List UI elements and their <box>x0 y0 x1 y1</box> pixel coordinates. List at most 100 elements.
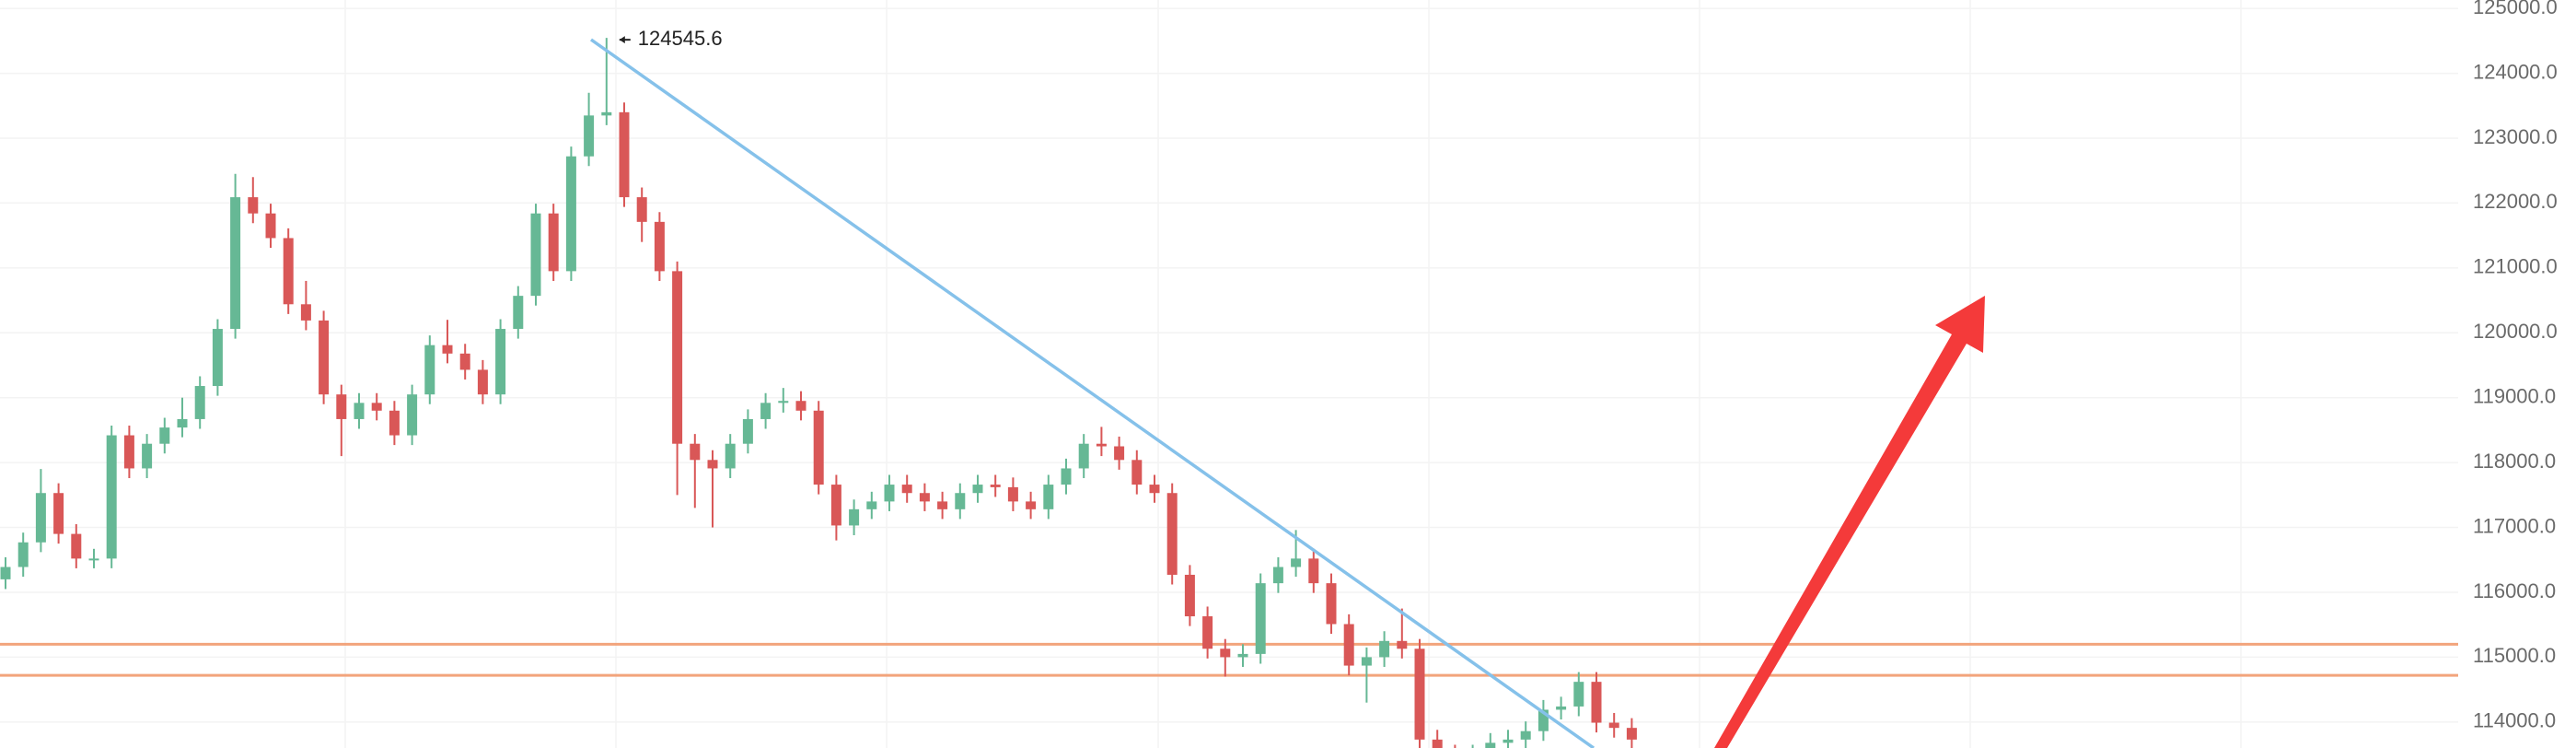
candle-body <box>813 410 824 485</box>
candle-body <box>636 197 647 222</box>
candle-body <box>1007 486 1018 502</box>
candle-body <box>407 394 418 436</box>
y-tick-label: 121000.0 <box>2473 255 2558 278</box>
candle-body <box>1291 558 1302 567</box>
candle-body <box>884 485 895 502</box>
candle-body <box>1237 653 1248 658</box>
candle-body <box>513 296 524 330</box>
candle-body <box>71 533 82 559</box>
candle-body <box>990 485 1001 487</box>
candle-body <box>1131 460 1143 485</box>
candle-body <box>336 394 347 419</box>
candle-body <box>371 403 382 411</box>
candle-body <box>1573 682 1584 707</box>
y-tick-label: 116000.0 <box>2473 579 2556 602</box>
candle-body <box>459 353 470 370</box>
candle-body <box>1397 640 1408 649</box>
candle-body <box>548 213 559 272</box>
candle-body <box>725 443 736 469</box>
candle-body <box>389 410 400 436</box>
candle-body <box>1432 739 1443 748</box>
grid <box>0 7 2458 723</box>
candle-body <box>795 401 806 411</box>
candle-body <box>1326 583 1337 625</box>
y-tick-label: 125000.0 <box>2473 0 2558 18</box>
candle-body <box>319 320 330 395</box>
y-tick-label: 123000.0 <box>2473 125 2558 148</box>
candle-body <box>866 501 877 509</box>
candle-body <box>1043 485 1054 509</box>
candles <box>0 38 1637 748</box>
candle-body <box>1485 742 1496 748</box>
candle-body <box>1343 624 1354 666</box>
candle-body <box>937 501 948 509</box>
candle-body <box>707 460 718 469</box>
candle-body <box>955 493 966 509</box>
candle-body <box>265 213 276 239</box>
candle-body <box>1202 616 1213 649</box>
candle-body <box>1608 722 1619 729</box>
candle-body <box>654 221 665 272</box>
y-tick-label: 119000.0 <box>2473 385 2556 408</box>
candle-body <box>584 115 595 157</box>
candle-body <box>565 156 576 272</box>
candle-body <box>300 304 311 321</box>
candle-body <box>1591 682 1602 723</box>
candle-body <box>1308 558 1319 584</box>
y-tick-label: 115000.0 <box>2473 644 2556 667</box>
candle-body <box>106 435 117 559</box>
annotation-arrowhead <box>619 36 625 44</box>
candle-body <box>1503 739 1514 743</box>
candle-body <box>1026 501 1037 509</box>
candle-body <box>159 427 170 444</box>
candle-body <box>1361 657 1372 666</box>
candle-body <box>442 345 453 354</box>
y-tick-label: 118000.0 <box>2473 450 2556 473</box>
candle-body <box>123 435 134 469</box>
candle-body <box>230 197 241 330</box>
candle-body <box>849 508 860 526</box>
candle-body <box>194 386 205 419</box>
candle-body <box>495 329 506 395</box>
candle-body <box>17 542 29 567</box>
time-grid <box>344 0 2242 748</box>
y-tick-label: 117000.0 <box>2473 514 2556 537</box>
candle-body <box>1061 468 1072 485</box>
candle-body <box>53 493 64 534</box>
candle-body <box>177 418 188 428</box>
candle-body <box>778 401 789 403</box>
trend-line <box>589 38 1595 748</box>
y-tick-label: 114000.0 <box>2473 709 2556 732</box>
candle-body <box>1272 567 1283 584</box>
candle-body <box>1220 649 1231 658</box>
y-tick-label: 120000.0 <box>2473 320 2558 343</box>
candle-body <box>530 213 541 297</box>
candle-body <box>1379 640 1390 658</box>
candle-body <box>1149 485 1160 494</box>
candle-body <box>142 443 153 469</box>
candle-body <box>283 238 294 305</box>
candle-body <box>1096 443 1107 447</box>
candle-body <box>424 345 435 395</box>
candle-body <box>354 403 365 419</box>
candle-body <box>1184 574 1195 617</box>
candle-body <box>1114 446 1125 461</box>
candle-body <box>919 493 930 502</box>
candle-body <box>88 558 99 561</box>
candle-body <box>35 493 46 543</box>
up-arrow <box>1714 296 1985 748</box>
candle-body <box>601 111 612 116</box>
candle-body <box>972 485 983 494</box>
y-tick-label: 122000.0 <box>2473 190 2558 213</box>
candle-body <box>830 485 841 526</box>
candle-body <box>619 111 630 198</box>
candle-body <box>212 329 223 387</box>
candle-body <box>1166 493 1178 575</box>
candle-body <box>248 197 259 214</box>
annotation-label: 124545.6 <box>638 27 723 50</box>
candle-body <box>1556 706 1567 710</box>
candle-body <box>1537 709 1549 731</box>
candle-body <box>0 567 11 579</box>
